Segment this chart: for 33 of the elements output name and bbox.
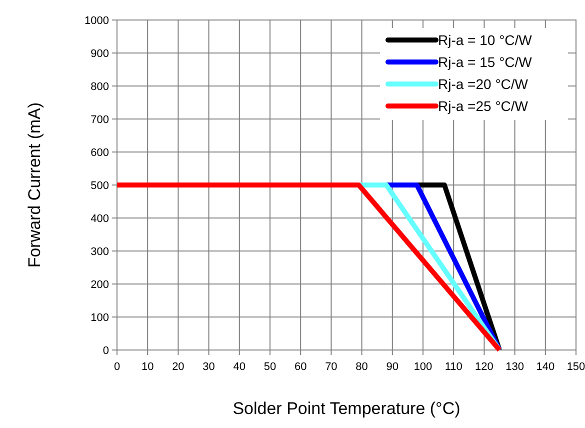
x-tick-label: 50 bbox=[264, 361, 276, 373]
y-tick-label: 0 bbox=[102, 345, 109, 357]
y-tick-label: 100 bbox=[90, 312, 109, 324]
x-tick-label: 130 bbox=[506, 361, 524, 373]
x-tick-label: 150 bbox=[566, 361, 585, 373]
x-tick-label: 70 bbox=[325, 361, 338, 373]
y-tick-label: 1000 bbox=[84, 15, 109, 27]
x-tick-label: 30 bbox=[202, 361, 215, 373]
x-tick-label: 20 bbox=[172, 361, 184, 373]
y-axis-title: Forward Current (mA) bbox=[25, 102, 44, 268]
y-tick-label: 500 bbox=[90, 180, 109, 192]
x-tick-label: 40 bbox=[233, 361, 246, 373]
y-tick-label: 400 bbox=[90, 213, 109, 225]
x-axis-title: Solder Point Temperature (°C) bbox=[232, 399, 460, 418]
x-tick-label: 110 bbox=[444, 361, 462, 373]
x-tick-label: 60 bbox=[294, 361, 307, 373]
x-tick-label: 80 bbox=[356, 361, 368, 373]
y-tick-label: 600 bbox=[90, 147, 109, 159]
y-tick-label: 300 bbox=[90, 246, 109, 258]
y-tick-label: 800 bbox=[90, 81, 109, 93]
x-tick-label: 120 bbox=[475, 361, 494, 373]
x-tick-label: 100 bbox=[414, 361, 432, 373]
y-tick-label: 900 bbox=[90, 48, 109, 60]
x-tick-label: 90 bbox=[386, 361, 399, 373]
legend-label: Rj-a = 10 °C/W bbox=[438, 32, 533, 48]
legend-label: Rj-a =20 °C/W bbox=[438, 76, 529, 92]
y-tick-label: 700 bbox=[90, 114, 109, 126]
x-tick-label: 140 bbox=[536, 361, 555, 373]
x-tick-label: 10 bbox=[141, 361, 154, 373]
legend-label: Rj-a = 15 °C/W bbox=[438, 54, 533, 70]
legend-label: Rj-a =25 °C/W bbox=[438, 98, 529, 114]
x-tick-label: 0 bbox=[114, 361, 120, 373]
y-tick-label: 200 bbox=[90, 279, 109, 291]
